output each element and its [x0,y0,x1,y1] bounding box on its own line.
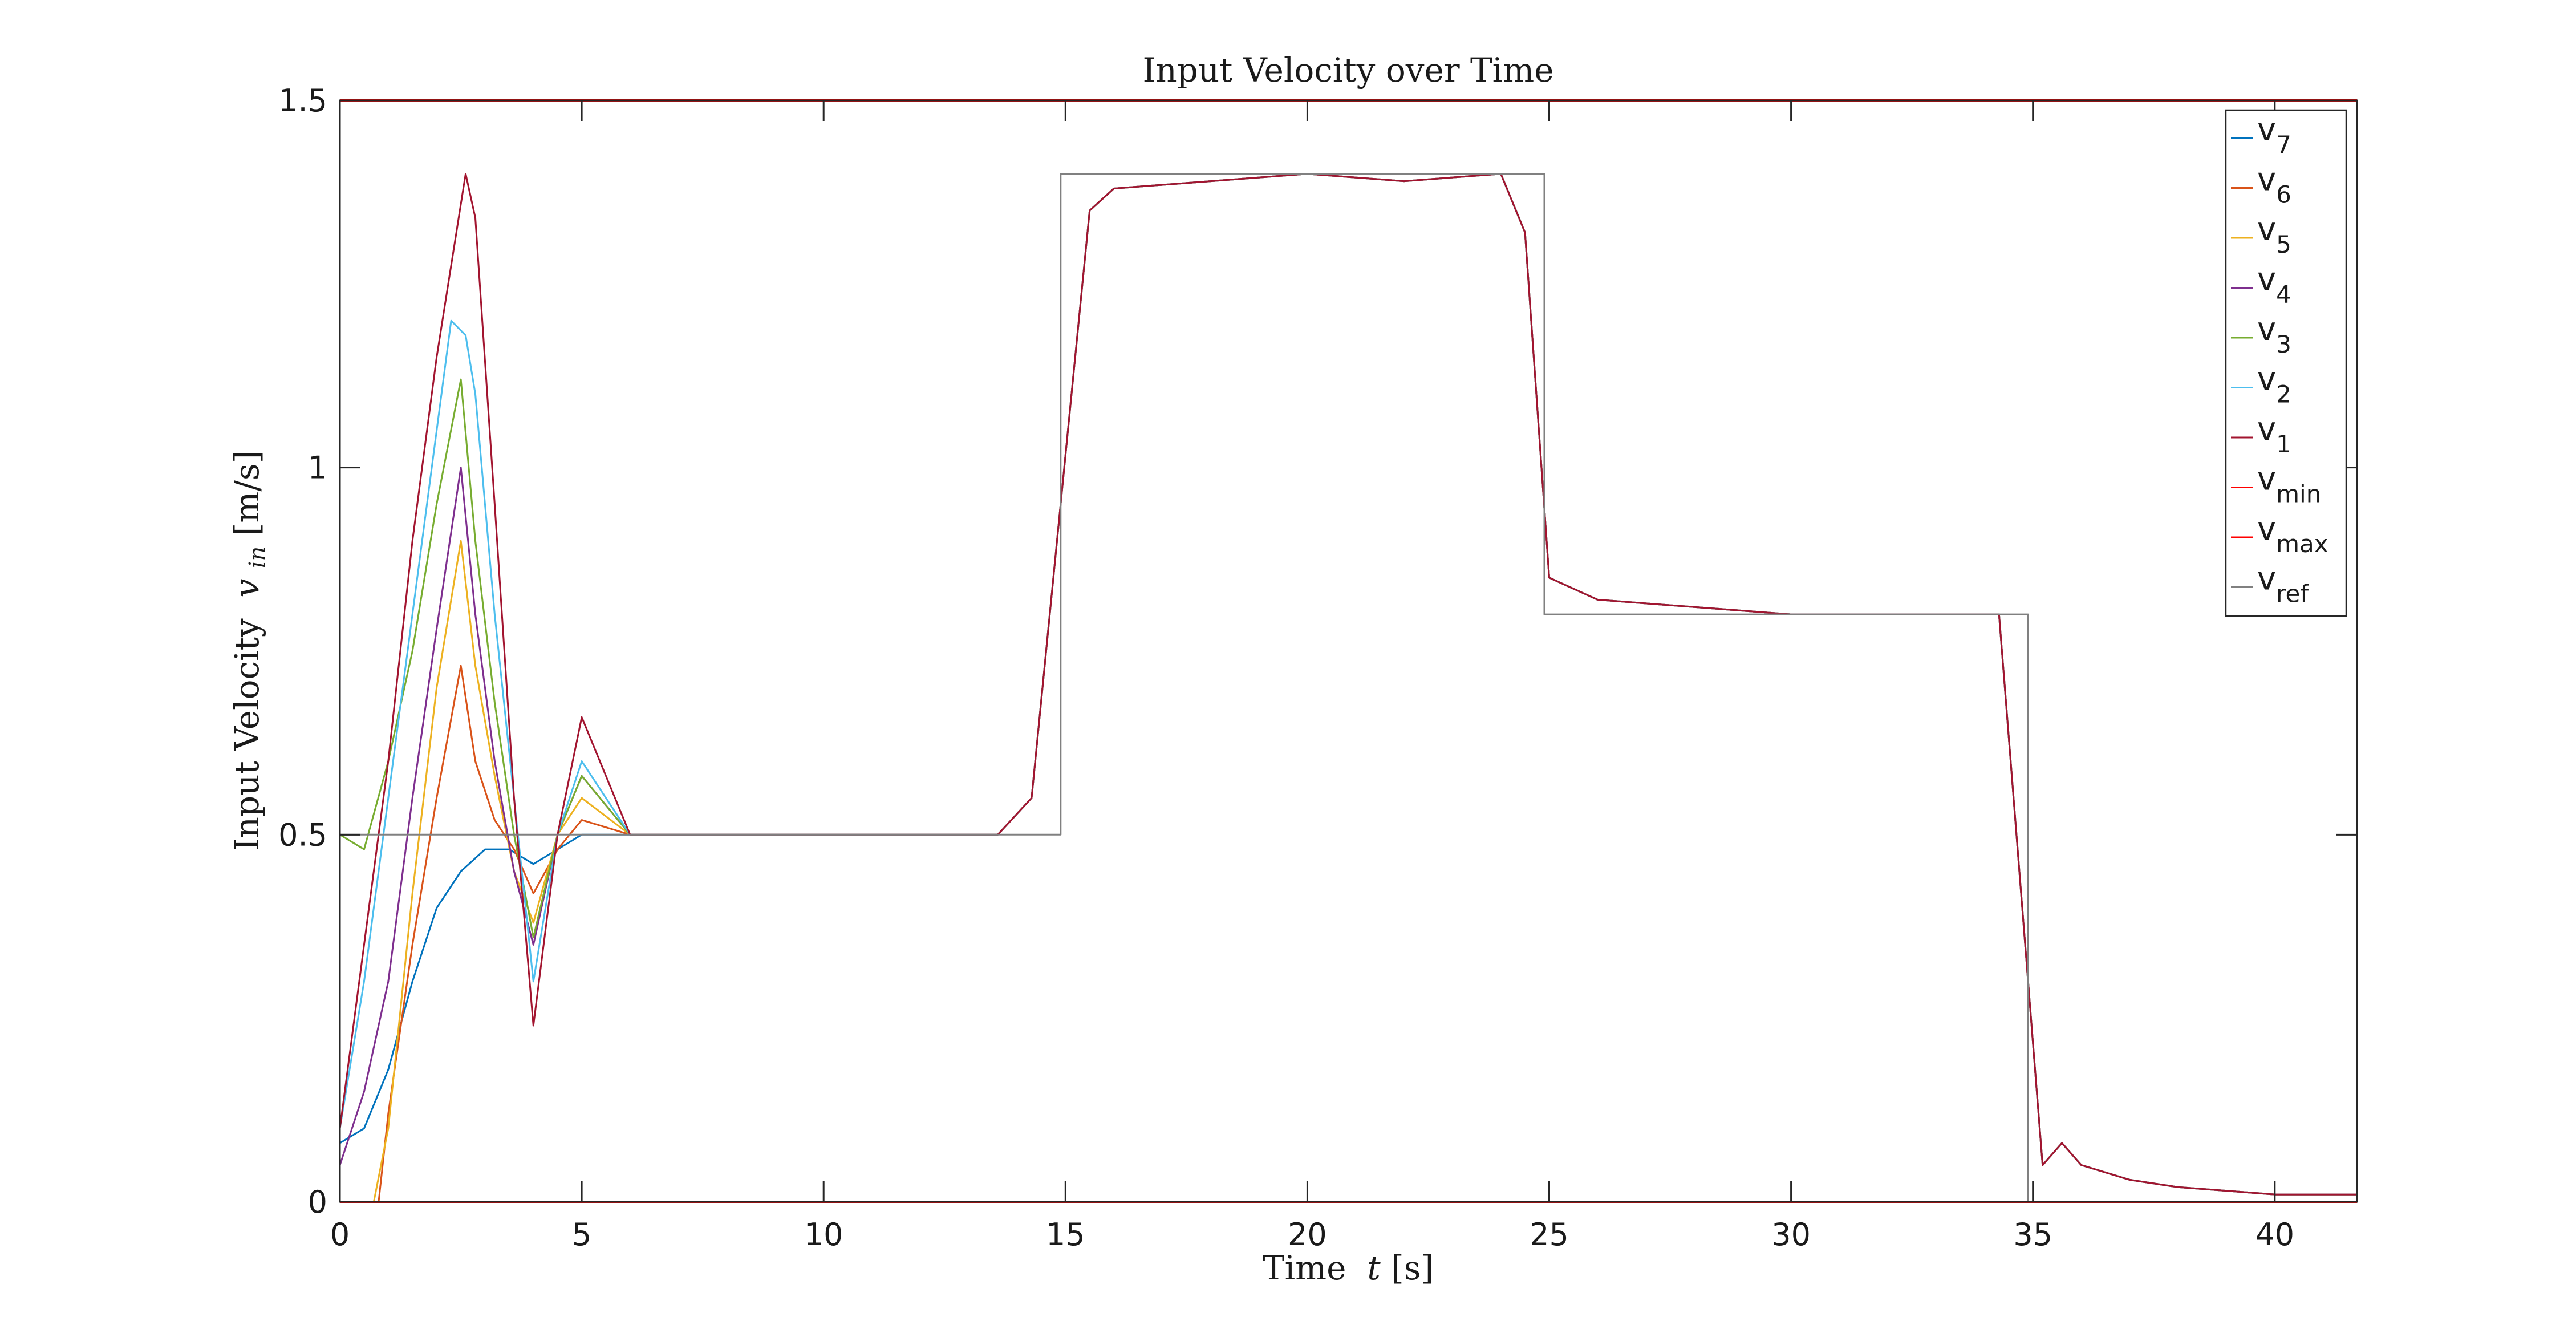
legend-symbol: v [2257,161,2276,198]
x-tick-label: 0 [330,1217,350,1253]
legend-subscript: 7 [2276,131,2291,159]
legend-item-vmax: vmax [2231,510,2328,558]
legend-subscript: 6 [2276,181,2291,209]
legend-item-v6: v6 [2231,161,2291,209]
legend-symbol: v [2257,510,2276,548]
plot-area-frame [339,99,2358,1203]
chart-title: Input Velocity over Time [1142,51,1553,90]
legend-label: v7 [2257,111,2291,159]
x-tick-label: 20 [1288,1217,1327,1253]
legend-subscript: ref [2276,580,2309,608]
legend-box [2225,109,2347,617]
legend-symbol: v [2257,411,2276,448]
legend-item-vmin: vmin [2231,461,2321,508]
legend-subscript: 5 [2276,230,2291,258]
y-axis-label-unit: [m/s] [228,451,266,536]
x-axis-label-unit: [s] [1391,1249,1434,1287]
legend-label: vmax [2257,510,2328,558]
x-tick-label: 10 [804,1217,843,1253]
legend-subscript: 3 [2276,330,2291,358]
legend-item-v2: v2 [2231,361,2291,408]
legend-subscript: 4 [2276,281,2291,309]
legend-item-vref: vref [2231,561,2309,608]
legend-item-v4: v4 [2231,261,2291,309]
legend-label: v1 [2257,411,2291,458]
y-axis-label-prefix: Input Velocity [228,608,266,851]
y-axis-label: Input Velocity v in [m/s] [228,451,273,852]
x-axis-label: Time t [s] [1263,1249,1434,1287]
x-tick-label: 40 [2255,1217,2294,1253]
x-axis-label-var: t [1367,1249,1381,1287]
y-tick-label: 0 [308,1184,327,1220]
legend-symbol: v [2257,361,2276,398]
y-tick-label: 1.5 [278,83,327,119]
legend-item-v7: v7 [2231,111,2291,159]
legend-symbol: v [2257,561,2276,598]
y-axis-label-var: v [228,578,266,597]
legend-label: v4 [2257,261,2291,309]
series-line-vref [340,173,2357,1203]
legend-symbol: v [2257,111,2276,148]
legend-label: v2 [2257,361,2291,408]
legend-symbol: v [2257,261,2276,298]
legend-label: vmin [2257,461,2321,508]
x-axis-label-prefix: Time [1263,1249,1357,1287]
x-tick-label: 25 [1530,1217,1569,1253]
legend-label: v3 [2257,311,2291,358]
y-axis-label-sub: in [245,546,271,569]
legend-symbol: v [2257,211,2276,248]
x-axis: 0 5 10 15 20 25 30 35 40 [330,100,2294,1253]
y-tick-label: 1 [308,450,327,486]
legend-subscript: 2 [2276,380,2291,408]
y-tick-label: 0.5 [278,817,327,853]
legend-item-v1: v1 [2231,411,2291,458]
x-tick-label: 30 [1771,1217,1811,1253]
x-tick-label: 15 [1046,1217,1085,1253]
legend-subscript: min [2276,480,2321,508]
y-axis: 0 0.5 1 1.5 [278,83,2357,1220]
legend-item-v5: v5 [2231,211,2291,258]
legend-subscript: 1 [2276,430,2291,458]
legend-subscript: max [2276,530,2328,558]
legend-label: v5 [2257,211,2291,258]
x-tick-label: 5 [572,1217,591,1253]
legend-item-v3: v3 [2231,311,2291,358]
legend-label: vref [2257,561,2309,608]
legend-label: v6 [2257,161,2291,209]
legend-symbol: v [2257,461,2276,498]
x-tick-label: 35 [2013,1217,2052,1253]
legend-symbol: v [2257,311,2276,348]
